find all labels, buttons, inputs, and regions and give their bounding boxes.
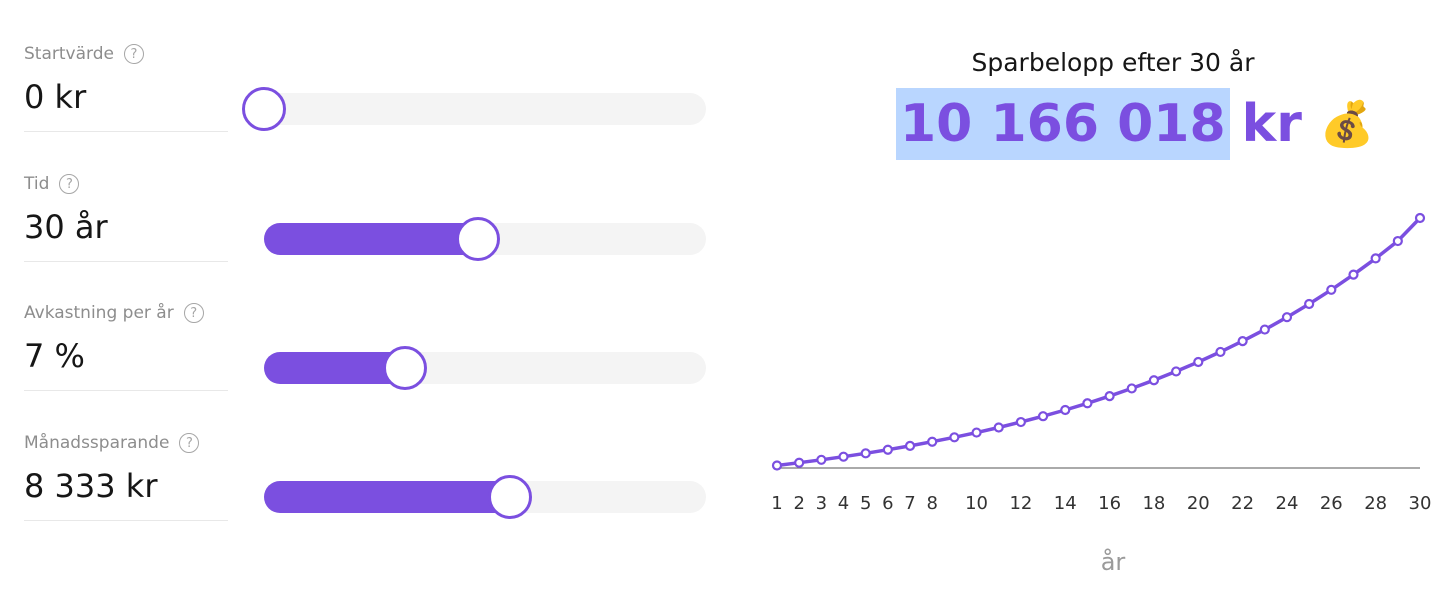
data-point[interactable] [1060,404,1071,416]
series-line [776,216,1422,468]
x-tick-label: 24 [1276,493,1299,514]
field-label-row: Startvärde ? [24,44,144,64]
tid-value: 30 år [24,208,108,246]
help-icon[interactable]: ? [59,174,80,194]
slider-thumb[interactable] [242,87,286,131]
chart-ticks: 1 2 3 4 5 6 7 8 10 12 14 16 18 20 22 24 26 28 30 [771,493,1431,514]
x-tick-label: 16 [1098,493,1121,514]
x-tick-label: 12 [1009,493,1032,514]
slider-thumb[interactable] [382,346,427,390]
avkastning-value: 7 % [24,337,85,375]
x-tick-label: 2 [793,493,804,514]
x-tick-label: 10 [965,493,988,514]
data-point[interactable] [1104,391,1115,402]
data-point[interactable] [1281,312,1293,323]
data-point[interactable] [1304,298,1315,310]
x-tick-label: 4 [838,493,849,514]
x-tick-label: 18 [1142,493,1165,514]
field-avkastning: Avkastning per år ? 7 % [24,303,228,391]
slider-fill [264,352,405,384]
data-point[interactable] [1259,324,1270,335]
help-icon[interactable]: ? [179,433,200,453]
chart-series-line [776,216,1422,468]
data-point[interactable] [816,454,827,465]
slider-track[interactable] [264,93,706,125]
x-tick-label: 3 [816,493,827,514]
avkastning-label: Avkastning per år [24,303,174,323]
field-startvarde: Startvärde ? 0 kr [24,44,228,132]
startvarde-value: 0 kr [24,78,87,116]
data-point[interactable] [1348,269,1359,280]
tid-label: Tid [24,174,50,194]
data-point[interactable] [1215,346,1226,358]
data-point[interactable] [1193,356,1204,368]
data-point[interactable] [1171,366,1182,377]
data-point[interactable] [949,432,960,443]
help-icon[interactable]: ? [183,303,204,323]
data-point[interactable] [882,444,893,455]
field-manadssparande: Månadssparande ? 8 333 kr [24,433,228,521]
money-bag-icon: 💰 [1319,99,1375,150]
slider-thumb[interactable] [456,217,501,261]
chart-x-axis-label: år [1101,547,1126,576]
data-point[interactable] [1370,253,1381,264]
data-point[interactable] [1037,411,1049,422]
slider-fill [264,481,511,513]
savings-chart: 1 2 3 4 5 6 7 8 10 12 14 16 18 20 22 24 26 28 30 år [771,212,1431,576]
startvarde-slider[interactable] [242,87,706,131]
data-point[interactable] [771,460,783,471]
data-point[interactable] [794,457,805,468]
x-tick-label: 6 [882,493,893,514]
x-tick-label: 26 [1320,493,1343,514]
data-point[interactable] [838,451,849,462]
slider-thumb[interactable] [488,475,533,519]
x-tick-label: 5 [860,493,871,514]
field-label-row: Månadssparande ? [24,433,200,453]
manadssparande-label: Månadssparande [24,433,170,453]
field-tid: Tid ? 30 år [24,174,228,262]
data-point[interactable] [1414,212,1426,224]
field-label-row: Tid ? [24,174,80,194]
x-tick-label: 20 [1187,493,1210,514]
field-label-row: Avkastning per år ? [24,303,204,323]
data-point[interactable] [993,422,1004,433]
avkastning-slider[interactable] [264,346,706,390]
result-title: Sparbelopp efter 30 år [971,48,1255,77]
data-point[interactable] [1237,336,1248,347]
data-point[interactable] [927,436,938,447]
x-tick-label: 1 [771,493,782,514]
result-unit: kr [1241,94,1302,154]
data-point[interactable] [1392,235,1403,247]
data-point[interactable] [860,448,871,459]
x-tick-label: 30 [1409,493,1432,514]
x-tick-label: 28 [1364,493,1387,514]
x-tick-label: 14 [1054,493,1077,514]
data-point[interactable] [904,440,916,451]
chart-points [771,212,1426,471]
x-tick-label: 8 [926,493,937,514]
data-point[interactable] [1148,375,1160,386]
manadssparande-value: 8 333 kr [24,467,158,505]
data-point[interactable] [1082,398,1093,409]
startvarde-label: Startvärde [24,44,114,64]
data-point[interactable] [1126,383,1137,394]
slider-fill [264,223,479,255]
data-point[interactable] [1015,416,1026,428]
x-tick-label: 22 [1231,493,1254,514]
tid-slider[interactable] [264,217,706,261]
manadssparande-slider[interactable] [264,475,706,519]
result-amount: 10 166 018 [896,88,1230,160]
data-point[interactable] [1326,284,1337,295]
result-amount-row: 10 166 018 kr 💰 [896,84,1375,164]
x-tick-label: 7 [904,493,915,514]
data-point[interactable] [971,427,982,438]
help-icon[interactable]: ? [123,44,144,64]
